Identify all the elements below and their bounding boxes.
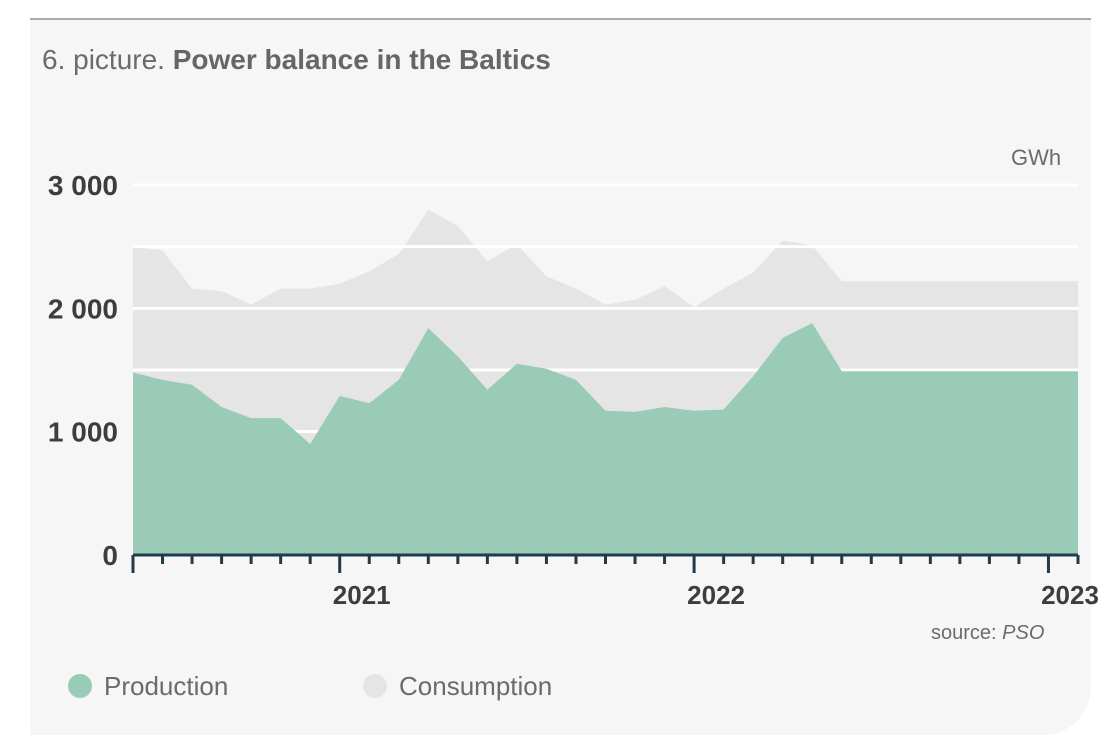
legend-swatch-production [68,674,92,698]
x-axis-labels: 2021 2022 2023 [333,580,1099,610]
y-axis-labels: 0 1 000 2 000 3 000 [48,170,118,571]
y-tick-label: 0 [102,540,118,571]
x-tick-label: 2022 [687,580,745,610]
x-axis [131,553,1080,573]
y-tick-label: 1 000 [48,417,118,448]
title-prefix: 6. picture. [42,44,165,75]
legend-item-production: Production [68,670,228,702]
legend-swatch-consumption [363,674,387,698]
x-tick-label: 2023 [1041,580,1099,610]
chart-title: 6. picture. Power balance in the Baltics [42,44,551,76]
y-tick-label: 2 000 [48,293,118,324]
source-label: source: [931,622,997,644]
production-area [133,323,1078,555]
y-tick-label: 3 000 [48,170,118,201]
x-tick-label: 2021 [333,580,391,610]
area-series [133,183,1078,555]
source-value: PSO [1002,622,1045,644]
legend-label-consumption: Consumption [399,670,553,701]
source-note: source: PSO [931,622,1044,645]
legend-label-production: Production [104,670,229,701]
legend-item-consumption: Consumption [363,670,552,702]
title-main: Power balance in the Baltics [172,44,551,75]
unit-label: GWh [1011,145,1062,170]
